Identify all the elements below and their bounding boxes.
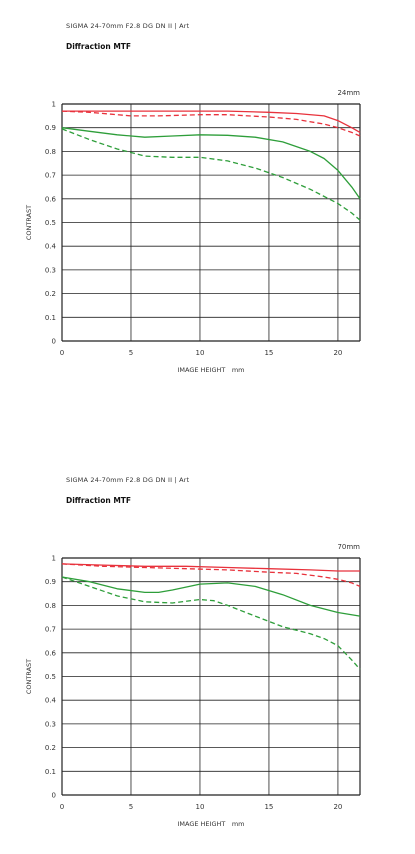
y-tick-label: 0.1: [45, 314, 56, 322]
x-tick-label: 5: [129, 803, 133, 811]
focal-length-label: 70mm: [337, 543, 360, 551]
x-axis-label: IMAGE HEIGHT mm: [177, 366, 244, 374]
y-tick-label: 0.1: [45, 768, 56, 776]
x-tick-label: 5: [129, 349, 133, 357]
x-tick-label: 15: [264, 349, 273, 357]
y-tick-label: 1: [52, 555, 56, 563]
x-axis-label: IMAGE HEIGHT mm: [177, 820, 244, 828]
y-tick-label: 0: [52, 338, 56, 346]
y-axis-label: CONTRAST: [25, 205, 33, 240]
x-tick-label: 20: [333, 349, 342, 357]
y-tick-label: 0: [52, 792, 56, 800]
y-tick-label: 0.5: [45, 673, 56, 681]
y-tick-label: 0.3: [45, 266, 56, 274]
chart-subtitle: Diffraction MTF: [66, 496, 132, 505]
y-tick-label: 0.2: [45, 290, 56, 298]
x-tick-label: 20: [333, 803, 342, 811]
y-tick-label: 1: [52, 101, 56, 109]
mtf-series-line-1: [62, 110, 361, 133]
mtf-plot: 00.10.20.30.40.50.60.70.80.910 5 10 15 2070m…: [25, 543, 361, 828]
y-tick-label: 0.9: [45, 124, 56, 132]
mtf-series-line-4: [61, 128, 361, 221]
y-tick-label: 0.5: [45, 219, 56, 227]
mtf-series-line-3: [61, 576, 361, 617]
y-tick-label: 0.2: [45, 744, 56, 752]
chart-title: SIGMA 24-70mm F2.8 DG DN II | Art: [66, 476, 190, 484]
mtf-series-line-2: [61, 563, 361, 587]
x-tick-label: 15: [264, 803, 273, 811]
y-tick-label: 0.9: [45, 578, 56, 586]
x-tick-label: 10: [196, 803, 205, 811]
x-tick-label: 10: [196, 349, 205, 357]
y-axis-label: CONTRAST: [25, 659, 33, 694]
y-tick-label: 0.6: [45, 649, 57, 657]
x-tick-label: 0: [60, 803, 64, 811]
y-tick-label: 0.3: [45, 720, 56, 728]
y-tick-label: 0.8: [45, 602, 56, 610]
focal-length-label: 24mm: [337, 89, 360, 97]
y-tick-label: 0.8: [45, 148, 56, 156]
y-tick-label: 0.7: [45, 172, 56, 180]
mtf-series-line-3: [61, 127, 361, 200]
mtf-chart-70mm: SIGMA 24-70mm F2.8 DG DN II | Art Diffra…: [0, 454, 415, 854]
mtf-chart-24mm: SIGMA 24-70mm F2.8 DG DN II | Art Diffra…: [0, 0, 415, 400]
chart-title: SIGMA 24-70mm F2.8 DG DN II | Art: [66, 22, 190, 30]
chart-subtitle: Diffraction MTF: [66, 42, 132, 51]
mtf-series-line-2: [61, 110, 361, 137]
mtf-series-line-4: [61, 576, 361, 670]
y-tick-label: 0.7: [45, 626, 56, 634]
y-tick-label: 0.6: [45, 195, 57, 203]
x-tick-label: 0: [60, 349, 64, 357]
y-tick-label: 0.4: [45, 697, 57, 705]
y-tick-label: 0.4: [45, 243, 57, 251]
mtf-series-line-1: [61, 563, 360, 572]
mtf-plot: 00.10.20.30.40.50.60.70.80.910 5 10 15 2024m…: [25, 89, 361, 374]
